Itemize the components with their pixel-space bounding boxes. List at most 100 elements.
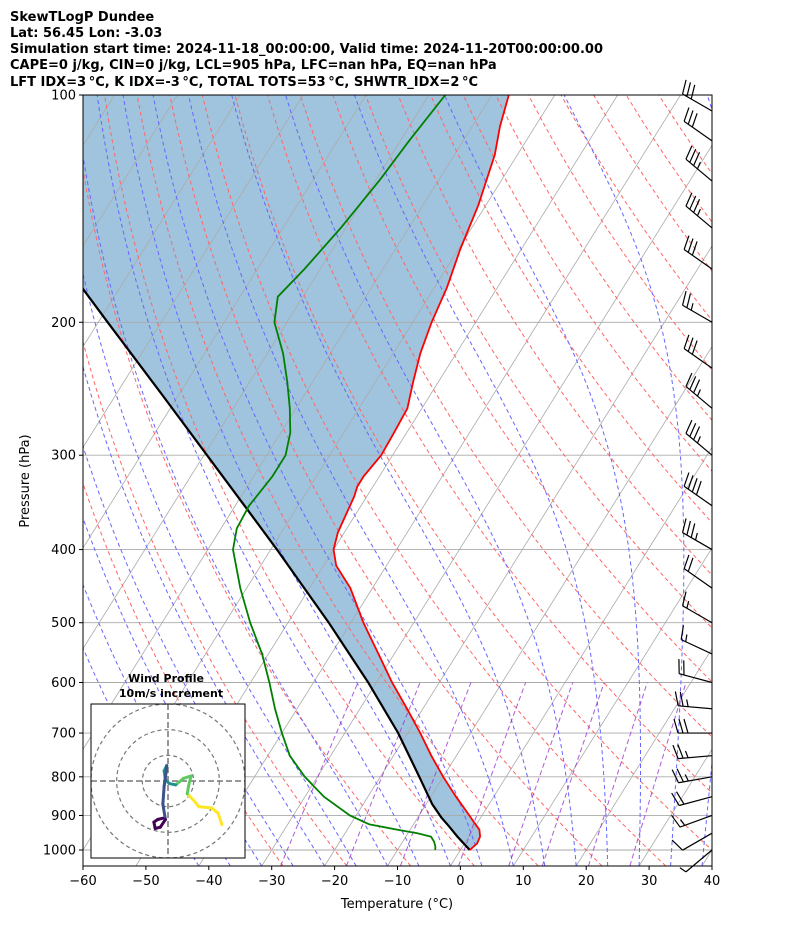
- wind-barb: [683, 472, 713, 507]
- moist-adiabat: [188, 95, 514, 866]
- mixing-ratio-line: [587, 682, 648, 866]
- plot-area: [82, 79, 713, 873]
- wind-barb-flag: [693, 426, 701, 441]
- wind-barb-flag: [693, 379, 701, 394]
- dry-adiabat: [234, 95, 712, 851]
- wind-barb-shaft: [682, 832, 713, 851]
- wind-barb-flag: [689, 376, 697, 390]
- dry-adiabat: [299, 95, 712, 738]
- wind-barb-flag: [689, 195, 697, 210]
- wind-barb-shaft: [680, 639, 713, 655]
- x-tick-label: 10: [515, 874, 532, 889]
- dry-adiabat: [625, 95, 712, 223]
- isotherm-line: [450, 446, 712, 866]
- wind-barb-shaft: [685, 849, 713, 873]
- wind-barb-shaft: [678, 705, 713, 710]
- wind-barb-half-flag: [686, 601, 690, 609]
- wind-barb: [683, 554, 713, 589]
- wind-barb-flag: [671, 839, 683, 851]
- isotherm-line: [575, 647, 712, 866]
- cape-cin-area: [83, 95, 509, 850]
- x-tick-label: 30: [641, 874, 658, 889]
- wind-barb: [680, 625, 713, 655]
- dry-adiabat: [332, 95, 712, 683]
- wind-barb-shaft: [683, 568, 713, 589]
- hodograph-segment: [161, 784, 166, 806]
- dry-adiabat: [169, 95, 603, 866]
- moist-adiabat: [83, 152, 388, 866]
- wind-barb-flag: [675, 791, 685, 805]
- wind-barb-half-flag: [696, 436, 701, 444]
- hodograph-title: Wind Profile: [128, 672, 204, 685]
- wind-barb-shaft: [678, 776, 713, 784]
- wind-barb: [685, 192, 713, 229]
- wind-barb-flag: [676, 768, 684, 783]
- mixing-ratio-line: [345, 682, 421, 866]
- wind-barb: [683, 107, 713, 142]
- wind-barb-half-flag: [696, 389, 701, 397]
- dry-adiabat: [201, 95, 667, 866]
- wind-barb-shaft: [685, 205, 713, 229]
- y-tick-label: 700: [51, 727, 76, 742]
- wind-barb-shaft: [678, 755, 713, 760]
- moist-adiabat: [353, 95, 609, 866]
- wind-barb-shaft: [679, 814, 713, 828]
- wind-barb-flag: [671, 814, 681, 828]
- wind-barb-flag: [685, 372, 693, 387]
- wind-barb-shaft: [682, 605, 713, 624]
- x-tick-label: 40: [704, 874, 721, 889]
- dry-adiabat: [430, 95, 712, 524]
- wind-barb-flag: [677, 744, 684, 759]
- wind-barb: [672, 744, 713, 760]
- hodograph-frame: [90, 703, 246, 859]
- mixing-ratio-line: [458, 682, 527, 866]
- wind-barb-half-flag: [684, 750, 689, 758]
- wind-barb-flag: [689, 148, 697, 163]
- wind-barb-shaft: [685, 385, 713, 409]
- x-tick-label: −30: [258, 874, 285, 889]
- isotherm-line: [83, 95, 493, 751]
- wind-barb: [683, 334, 713, 369]
- wind-barb-flag: [686, 293, 692, 308]
- moist-adiabat: [83, 444, 294, 866]
- wind-barb: [671, 791, 713, 807]
- wind-barb-flag: [687, 238, 694, 253]
- x-tick-label: −50: [132, 874, 159, 889]
- isotherm-line: [83, 95, 367, 549]
- wind-barb-flag: [674, 691, 679, 706]
- wind-barb-flag: [681, 591, 687, 606]
- wind-barb: [681, 79, 713, 112]
- chart-title: SkewTLogP Dundee: [10, 10, 154, 25]
- wind-barb-flag: [689, 423, 697, 437]
- wind-barb-half-flag: [685, 634, 688, 642]
- hodograph-trace: [152, 764, 224, 830]
- location-line: Lat: 56.45 Lon: -3.03: [10, 26, 162, 41]
- wind-barb: [685, 372, 713, 409]
- temperature-line: [332, 95, 510, 851]
- dry-adiabat: [104, 95, 475, 866]
- wind-barb-half-flag: [696, 208, 701, 216]
- wind-barb: [671, 814, 713, 828]
- isotherm-line: [83, 95, 241, 348]
- wind-barb-flag: [683, 554, 690, 569]
- hodograph-segment: [174, 776, 185, 787]
- wind-barb-flag: [681, 79, 687, 95]
- wind-barb: [678, 659, 713, 684]
- moist-adiabat: [443, 95, 641, 866]
- mixing-ratio-line: [399, 682, 472, 866]
- dry-adiabat: [527, 95, 712, 371]
- wind-barb: [679, 849, 713, 873]
- dry-adiabat: [83, 166, 412, 866]
- hodograph-segment: [197, 805, 214, 810]
- moist-adiabat: [83, 646, 200, 866]
- wind-barb-half-flag: [686, 699, 689, 707]
- wind-barb-shaft: [683, 120, 713, 142]
- hodograph-segment: [216, 811, 224, 827]
- x-axis: −60 −50 −40 −30 −20 −10 0 10 20 30 40: [69, 866, 720, 889]
- cape-cin-fill: [83, 95, 509, 850]
- dry-adiabat: [83, 482, 284, 866]
- wind-barb-shaft: [683, 485, 713, 507]
- dry-adiabat: [83, 340, 348, 866]
- y-tick-label: 200: [51, 316, 76, 331]
- wind-barb-flag: [679, 691, 684, 707]
